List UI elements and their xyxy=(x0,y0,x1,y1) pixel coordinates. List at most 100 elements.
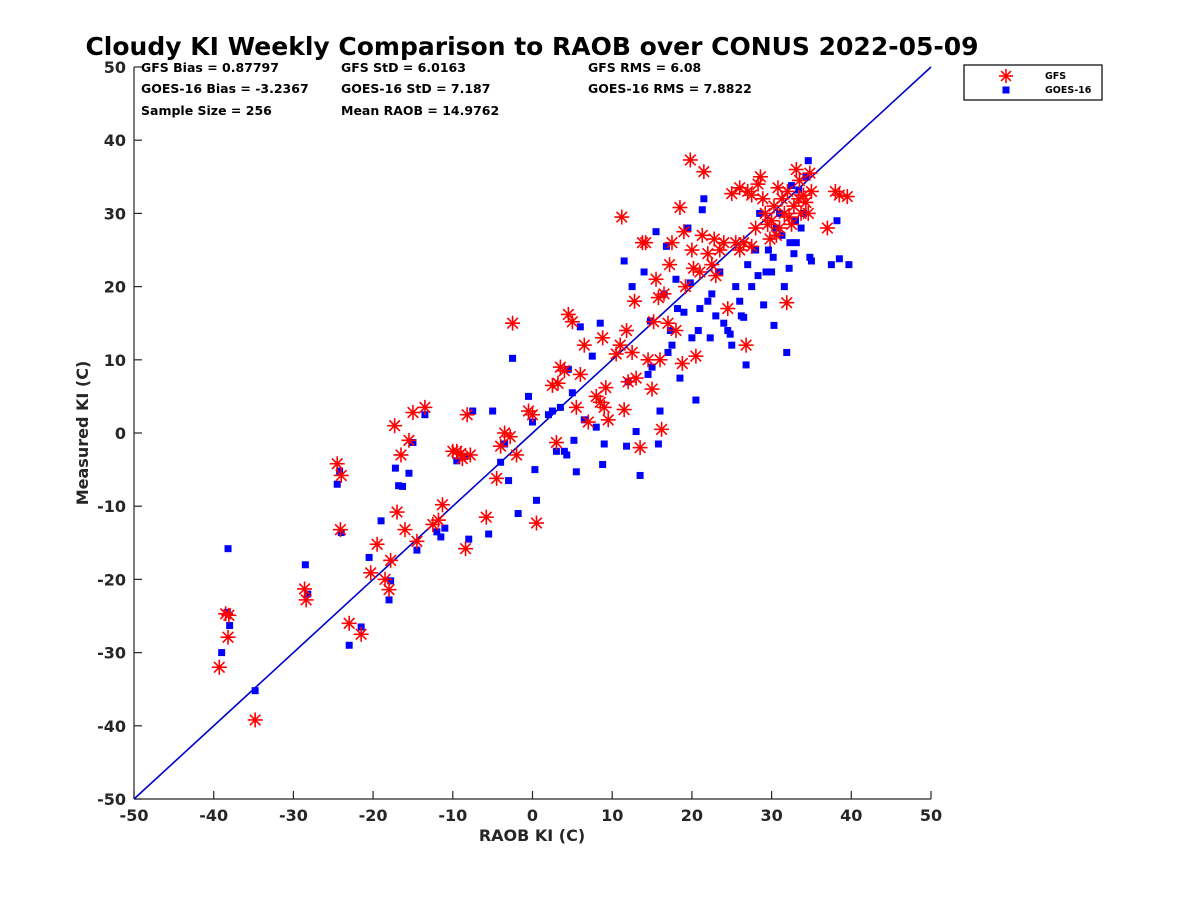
gfs-point xyxy=(685,260,701,276)
x-axis-ticks: -50 -40 -30 -20 -10 0 10 20 30 40 50 xyxy=(120,791,942,825)
goes16-point xyxy=(596,319,604,327)
x-tick-label: 0 xyxy=(527,806,538,825)
goes16-point xyxy=(301,561,309,569)
gfs-point xyxy=(839,189,855,205)
gfs-point xyxy=(704,257,720,273)
goes16-point xyxy=(768,268,776,276)
gfs-point xyxy=(434,497,450,513)
gfs-point xyxy=(644,381,660,397)
y-tick-label: 40 xyxy=(104,131,126,150)
goes16-point xyxy=(514,510,522,518)
gfs-point xyxy=(688,348,704,364)
gfs-point xyxy=(381,582,397,598)
legend-gfs-marker xyxy=(999,69,1013,83)
gfs-point xyxy=(672,200,688,216)
gfs-point xyxy=(568,399,584,415)
x-tick-label: -20 xyxy=(359,806,388,825)
goes16-point xyxy=(736,297,744,305)
gfs-point xyxy=(708,268,724,284)
goes16-point xyxy=(333,480,341,488)
goes16-point xyxy=(576,323,584,331)
goes16-point xyxy=(377,517,385,525)
gfs-point xyxy=(791,172,807,188)
goes16-point xyxy=(548,407,556,415)
gfs-point xyxy=(329,456,345,472)
legend-gfs-label: GFS xyxy=(1045,71,1066,82)
gfs-point xyxy=(755,191,771,207)
goes16-point xyxy=(672,275,680,283)
stat-goes-bias: GOES-16 Bias = -3.2367 xyxy=(141,81,309,96)
y-tick-label: 20 xyxy=(104,278,126,297)
gfs-point xyxy=(298,592,314,608)
gfs-point xyxy=(684,242,700,258)
gfs-point xyxy=(784,216,800,232)
gfs-point xyxy=(748,220,764,236)
gfs-point xyxy=(596,399,612,415)
y-axis-ticks: 50 40 30 20 10 0 -10 -20 -30 -40 -50 xyxy=(97,58,142,809)
goes16-point xyxy=(652,228,660,236)
goes16-point xyxy=(365,553,373,561)
goes16-point xyxy=(792,239,800,247)
y-tick-label: -10 xyxy=(97,497,126,516)
y-axis-label: Measured KI (C) xyxy=(73,361,92,506)
gfs-point xyxy=(430,512,446,528)
goes16-series xyxy=(218,157,853,695)
goes16-point xyxy=(769,253,777,261)
gfs-point xyxy=(383,552,399,568)
stat-gfs-std: GFS StD = 6.0163 xyxy=(341,60,466,75)
gfs-point xyxy=(332,522,348,538)
gfs-point xyxy=(528,515,544,531)
goes16-point xyxy=(409,439,417,447)
gfs-point xyxy=(744,187,760,203)
goes16-point xyxy=(760,301,768,309)
gfs-point xyxy=(612,337,628,353)
y-tick-label: -40 xyxy=(97,717,126,736)
gfs-point xyxy=(819,220,835,236)
goes16-point xyxy=(807,257,815,265)
gfs-point xyxy=(377,571,393,587)
gfs-point xyxy=(564,314,580,330)
gfs-point xyxy=(353,626,369,642)
gfs-point xyxy=(744,238,760,254)
goes16-point xyxy=(525,392,533,400)
gfs-point xyxy=(462,447,478,463)
legend: GFS GOES-16 xyxy=(963,64,1103,101)
goes16-point xyxy=(532,496,540,504)
gfs-point xyxy=(652,352,668,368)
goes16-point xyxy=(644,370,652,378)
gfs-point xyxy=(220,629,236,645)
goes16-point xyxy=(413,546,421,554)
gfs-point xyxy=(369,536,385,552)
goes16-point xyxy=(399,482,407,490)
gfs-point xyxy=(646,314,662,330)
goes16-point xyxy=(628,283,636,291)
stat-goes-std: GOES-16 StD = 7.187 xyxy=(341,81,490,96)
gfs-point xyxy=(580,414,596,430)
goes16-point xyxy=(395,482,403,490)
gfs-series xyxy=(211,152,855,728)
goes16-point xyxy=(433,528,441,536)
goes16-point xyxy=(599,460,607,468)
x-tick-label: 30 xyxy=(760,806,782,825)
goes16-point xyxy=(560,447,568,455)
x-tick-label: -10 xyxy=(438,806,467,825)
stat-goes-rms: GOES-16 RMS = 7.8822 xyxy=(588,81,752,96)
goes16-point xyxy=(804,157,812,165)
goes16-point xyxy=(833,217,841,225)
goes16-point xyxy=(385,596,393,604)
goes16-point xyxy=(720,319,728,327)
goes16-point xyxy=(712,312,720,320)
x-tick-label: -30 xyxy=(279,806,308,825)
gfs-point xyxy=(397,522,413,538)
gfs-point xyxy=(576,337,592,353)
gfs-point xyxy=(628,370,644,386)
goes16-point xyxy=(797,224,805,232)
goes16-point xyxy=(770,321,778,329)
goes16-point xyxy=(827,261,835,269)
gfs-point xyxy=(459,407,475,423)
gfs-point xyxy=(660,315,676,331)
gfs-point xyxy=(458,541,474,557)
x-tick-label: 40 xyxy=(840,806,862,825)
y-tick-label: 30 xyxy=(104,204,126,223)
y-tick-label: -30 xyxy=(97,644,126,663)
